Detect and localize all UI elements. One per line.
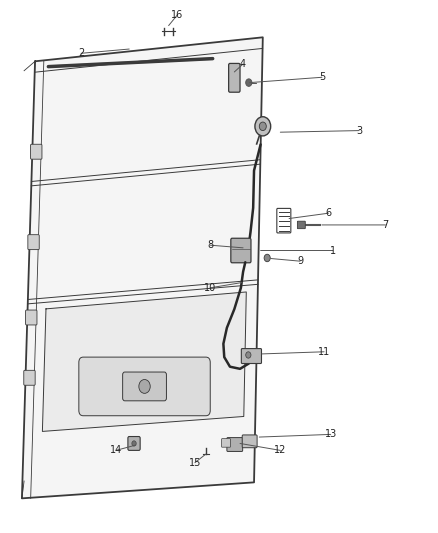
Text: 15: 15 xyxy=(189,458,201,467)
Circle shape xyxy=(255,117,271,136)
Text: 14: 14 xyxy=(110,446,122,455)
FancyBboxPatch shape xyxy=(231,238,251,263)
Text: 2: 2 xyxy=(78,49,84,58)
FancyBboxPatch shape xyxy=(227,438,243,451)
Text: 6: 6 xyxy=(325,208,332,218)
Text: 5: 5 xyxy=(319,72,325,82)
FancyBboxPatch shape xyxy=(28,235,39,249)
Text: 4: 4 xyxy=(240,59,246,69)
FancyBboxPatch shape xyxy=(242,435,257,448)
FancyBboxPatch shape xyxy=(31,144,42,159)
Text: 13: 13 xyxy=(325,430,337,439)
FancyBboxPatch shape xyxy=(24,370,35,385)
Polygon shape xyxy=(22,37,263,498)
Text: 12: 12 xyxy=(274,446,286,455)
Text: 3: 3 xyxy=(356,126,362,135)
FancyBboxPatch shape xyxy=(128,437,140,450)
FancyBboxPatch shape xyxy=(25,310,37,325)
FancyBboxPatch shape xyxy=(241,349,261,364)
Circle shape xyxy=(246,79,252,86)
Text: 7: 7 xyxy=(382,220,389,230)
Circle shape xyxy=(259,122,266,131)
FancyBboxPatch shape xyxy=(297,221,305,229)
Circle shape xyxy=(264,254,270,262)
FancyBboxPatch shape xyxy=(79,357,210,416)
Text: 8: 8 xyxy=(207,240,213,250)
FancyBboxPatch shape xyxy=(222,439,230,447)
Text: 16: 16 xyxy=(171,10,184,20)
Text: 9: 9 xyxy=(297,256,303,266)
Circle shape xyxy=(246,352,251,358)
Text: 1: 1 xyxy=(330,246,336,255)
Circle shape xyxy=(139,379,150,393)
Text: 11: 11 xyxy=(318,347,330,357)
FancyBboxPatch shape xyxy=(123,372,166,401)
Text: 10: 10 xyxy=(204,283,216,293)
Circle shape xyxy=(132,441,136,446)
FancyBboxPatch shape xyxy=(229,63,240,92)
Polygon shape xyxy=(42,292,246,431)
